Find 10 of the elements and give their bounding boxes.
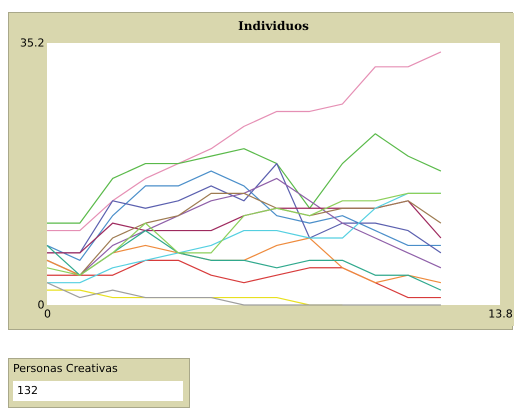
chart-title: Individuos xyxy=(238,19,310,33)
x-tick-label: 13.8 xyxy=(488,308,513,320)
line-series xyxy=(46,170,442,261)
monitor-field: Personas Creativas 132 xyxy=(8,358,190,408)
y-tick-label: 35.2 xyxy=(20,36,44,50)
line-series xyxy=(46,282,442,306)
line-series xyxy=(46,260,442,298)
line-series xyxy=(46,133,442,224)
line-series xyxy=(46,230,442,291)
line-series xyxy=(46,51,442,232)
